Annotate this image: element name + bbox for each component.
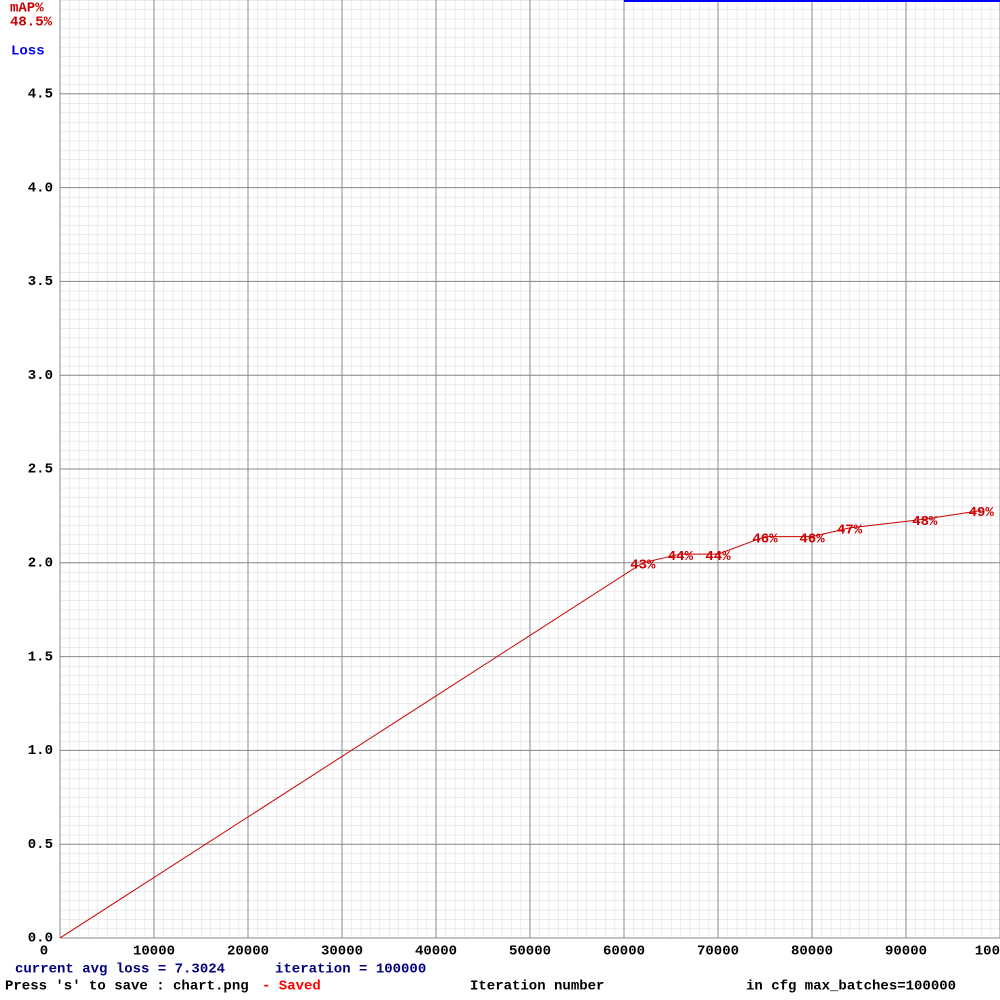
value-label: 44% [705,549,731,565]
value-label: 49% [969,505,995,521]
x-tick-label: 90000 [885,944,927,960]
save-hint: Press 's' to save : chart.png [5,979,249,995]
y-tick-label: 3.0 [28,368,53,384]
max-batches: in cfg max_batches=100000 [746,979,956,995]
x-tick-label: 20000 [227,944,269,960]
y-tick-label: 4.0 [28,180,53,196]
saved: - Saved [262,979,321,995]
x-tick-label: 10000 [133,944,175,960]
value-label: 48% [912,514,938,530]
value-label: 47% [837,523,863,539]
y-tick-label: 0.0 [28,931,53,947]
value-label: 46% [752,531,778,547]
x-axis-label: Iteration number [470,979,604,995]
loss-title: Loss [11,44,45,60]
value-label: 44% [668,549,694,565]
y-tick-label: 2.5 [28,462,53,478]
value-label: 43% [630,558,656,574]
x-tick-label: 40000 [415,944,457,960]
x-tick-label: 50000 [509,944,551,960]
avg-loss: current avg loss = 7.3024 [15,962,225,978]
y-tick-label: 1.5 [28,649,53,665]
plot [60,0,1000,938]
x-tick-label: 100000 [975,944,1000,960]
value-label: 46% [799,531,825,547]
y-tick-label: 0.5 [28,837,53,853]
x-tick-label: 80000 [791,944,833,960]
y-tick-label: 2.0 [28,556,53,572]
x-tick-label: 0 [40,944,48,960]
y-tick-label: 4.5 [28,87,53,103]
x-tick-label: 70000 [697,944,739,960]
y-tick-label: 1.0 [28,743,53,759]
current-map: 48.5% [10,15,53,31]
map-line [60,509,982,938]
map-title: mAP% [10,1,44,17]
grid [59,0,1000,939]
x-tick-label: 30000 [321,944,363,960]
iteration: iteration = 100000 [275,962,426,978]
x-tick-label: 60000 [603,944,645,960]
y-tick-label: 3.5 [28,274,53,290]
